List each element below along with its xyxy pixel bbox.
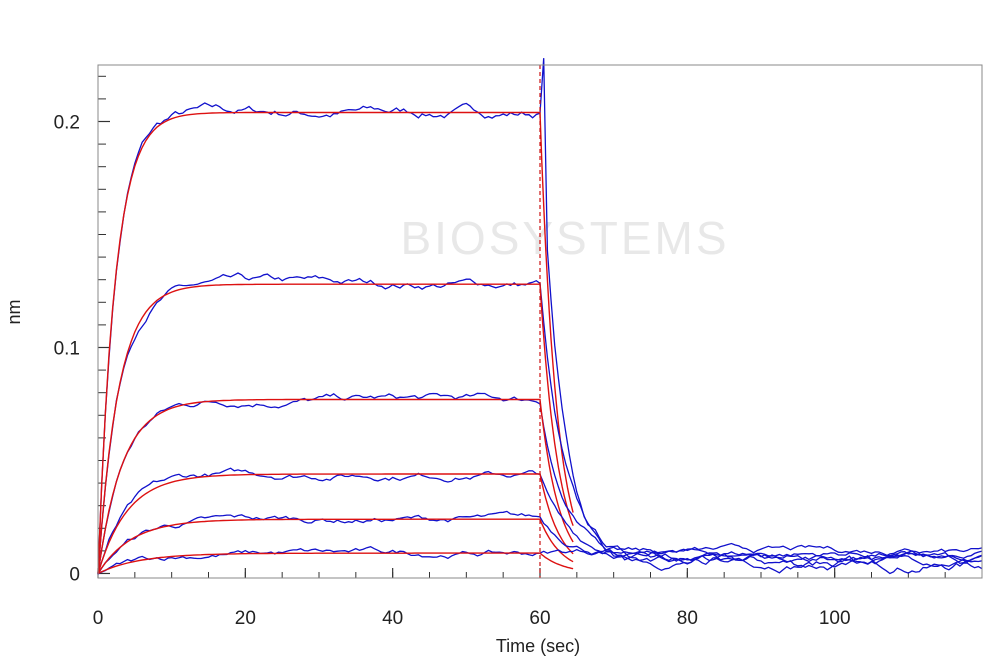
fit-curve [97,552,574,575]
x-tick-label: 60 [529,608,550,629]
fit-curve [97,398,574,574]
y-tick-label: 0.2 [54,112,80,133]
fit-curve [97,473,574,574]
y-tick-label: 0 [69,564,80,585]
fit-curve [97,111,574,574]
x-tick-label: 20 [235,608,256,629]
x-tick-label: 80 [677,608,698,629]
watermark-text: BIOSYSTEMS [400,212,729,264]
x-tick-label: 100 [819,608,851,629]
x-axis-title: Time (sec) [496,636,580,656]
x-tick-label: 0 [93,608,104,629]
plot-frame [97,64,983,579]
x-tick-label: 40 [382,608,403,629]
y-tick-label: 0.1 [54,338,80,359]
fit-curve [97,283,574,574]
fit-curve [97,518,574,574]
y-axis-title: nm [4,299,24,324]
measured-curve [97,392,983,574]
